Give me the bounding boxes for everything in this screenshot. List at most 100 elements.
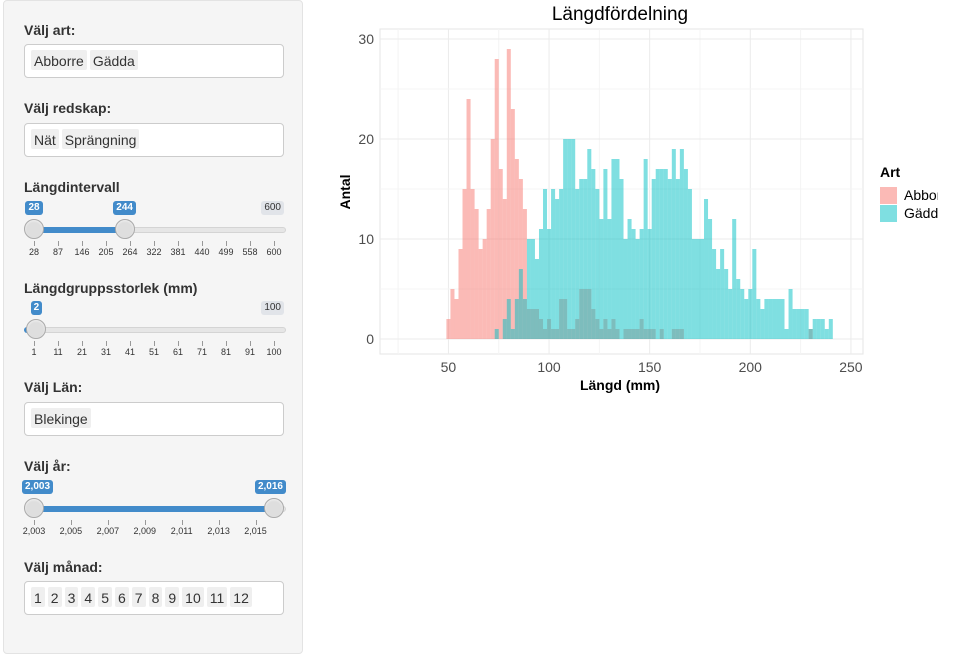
- histogram-bar: [502, 199, 507, 339]
- histogram-bar: [760, 309, 765, 339]
- slider-tick-label: 91: [244, 347, 256, 357]
- selected-chip[interactable]: 5: [98, 587, 112, 607]
- gear-select[interactable]: Nät Sprängning: [24, 123, 284, 157]
- histogram-bar: [772, 299, 777, 339]
- selected-chip[interactable]: 9: [165, 587, 180, 607]
- slider-tick-label: 499: [218, 247, 234, 257]
- selected-chip[interactable]: 7: [131, 587, 146, 607]
- bin-size-label: Längdgruppsstorlek (mm): [24, 280, 198, 296]
- legend: ArtAbborre Gädda: [880, 164, 938, 222]
- month-label: Välj månad:: [24, 559, 103, 575]
- slider-tick-label: 87: [52, 247, 64, 257]
- histogram-bar: [712, 249, 717, 339]
- selected-chip[interactable]: 2: [47, 587, 62, 607]
- histogram-bar: [828, 319, 833, 339]
- histogram-bar: [615, 159, 620, 339]
- histogram-bar: [736, 279, 741, 339]
- slider-value-badge: 2: [30, 301, 43, 315]
- histogram-bar: [538, 229, 544, 339]
- year-slider[interactable]: 2,003 2,016 2,003 2,005 2,007 2,009 2,011 2,013…: [22, 480, 286, 540]
- selected-chip[interactable]: Sprängning: [61, 129, 140, 149]
- selected-chip[interactable]: Nät: [31, 129, 59, 149]
- slider-handle[interactable]: [24, 219, 44, 239]
- selected-chip[interactable]: 6: [114, 587, 129, 607]
- histogram-bar: [635, 239, 640, 339]
- species-select[interactable]: Abborre Gädda: [24, 44, 284, 78]
- histogram-bar: [675, 179, 680, 339]
- histogram-bar: [663, 169, 668, 339]
- histogram-bar: [800, 309, 805, 339]
- selected-chip[interactable]: Gädda: [89, 50, 138, 70]
- histogram-bar: [530, 239, 535, 339]
- county-select[interactable]: Blekinge: [24, 402, 284, 436]
- slider-handle[interactable]: [264, 498, 284, 518]
- histogram-bar: [720, 249, 725, 339]
- slider-tick: [144, 520, 146, 525]
- histogram-bar: [506, 49, 511, 339]
- slider-tick: [274, 341, 275, 346]
- sidebar-panel: Välj art: Abborre Gädda Välj redskap: Nät…: [3, 0, 303, 654]
- slider-track[interactable]: [34, 327, 286, 333]
- slider-handle[interactable]: [114, 219, 135, 239]
- histogram-bar: [623, 239, 628, 339]
- histogram-bar: [543, 189, 548, 339]
- histogram-bar: [667, 179, 672, 339]
- histogram-bar: [796, 309, 801, 339]
- slider-tick: [107, 520, 109, 525]
- histogram-bar: [748, 289, 753, 339]
- histogram-bar: [708, 219, 713, 339]
- selected-chip[interactable]: 8: [148, 587, 163, 607]
- histogram-bar: [687, 189, 692, 339]
- y-axis-label: Antal: [337, 175, 353, 210]
- histogram-bar: [744, 299, 749, 339]
- slider-tick: [130, 241, 131, 246]
- histogram-bar: [579, 179, 584, 339]
- histogram-bar: [470, 189, 475, 339]
- x-tick-label: 50: [441, 359, 457, 375]
- histogram-bar: [458, 249, 463, 339]
- slider-tick: [178, 241, 179, 246]
- histogram-bar: [482, 239, 487, 339]
- legend-label: Gädda: [904, 205, 938, 221]
- chart-title: Längdfördelning: [552, 4, 688, 25]
- histogram-bar: [607, 219, 612, 339]
- histogram-bar: [446, 319, 451, 339]
- histogram-bar: [514, 299, 519, 339]
- histogram-bar: [506, 299, 511, 339]
- histogram-bar: [651, 179, 656, 339]
- y-tick-label: 20: [358, 131, 374, 147]
- slider-ticks: 1 11 21 31 41 51 61 71 81 91 100: [24, 341, 286, 361]
- selected-chip[interactable]: 1: [31, 587, 45, 607]
- histogram-bar: [756, 299, 761, 339]
- selected-chip[interactable]: Abborre: [31, 50, 87, 70]
- month-select[interactable]: 1 2 3 4 5 6 7 8 9 10 11 12: [24, 581, 284, 615]
- histogram-bar: [691, 239, 696, 339]
- x-tick-label: 100: [537, 359, 561, 375]
- slider-handle[interactable]: [26, 319, 47, 339]
- histogram-bar: [627, 219, 632, 339]
- selected-chip[interactable]: 10: [182, 587, 204, 607]
- slider-tick-label: 100: [266, 347, 282, 357]
- bin-size-slider[interactable]: 2 100 1 11 21 31 41 51 61 71 81 91 100: [24, 301, 286, 361]
- selected-chip[interactable]: 4: [81, 587, 96, 607]
- histogram-bar: [526, 239, 531, 339]
- histogram-bar: [804, 309, 809, 339]
- selected-chip[interactable]: 12: [230, 587, 252, 607]
- slider-tick: [82, 341, 83, 346]
- x-axis-label: Längd (mm): [580, 377, 660, 393]
- selected-chip[interactable]: 3: [64, 587, 79, 607]
- histogram-bar: [474, 209, 479, 339]
- slider-tick: [181, 520, 183, 525]
- histogram-bar: [619, 179, 624, 339]
- selected-chip[interactable]: Blekinge: [31, 408, 91, 428]
- histogram-bar: [816, 319, 821, 339]
- histogram-bar: [462, 189, 467, 339]
- histogram-bar: [643, 159, 648, 339]
- selected-chip[interactable]: 11: [206, 587, 228, 607]
- slider-handle[interactable]: [24, 498, 44, 518]
- histogram-bar: [522, 299, 527, 339]
- y-tick-label: 0: [366, 331, 374, 347]
- length-range-slider[interactable]: 28 244 600 28 87 146 205 264 322 381 440 499 558 600: [24, 201, 286, 261]
- slider-tick: [202, 241, 203, 246]
- slider-tick-label: 600: [266, 247, 282, 257]
